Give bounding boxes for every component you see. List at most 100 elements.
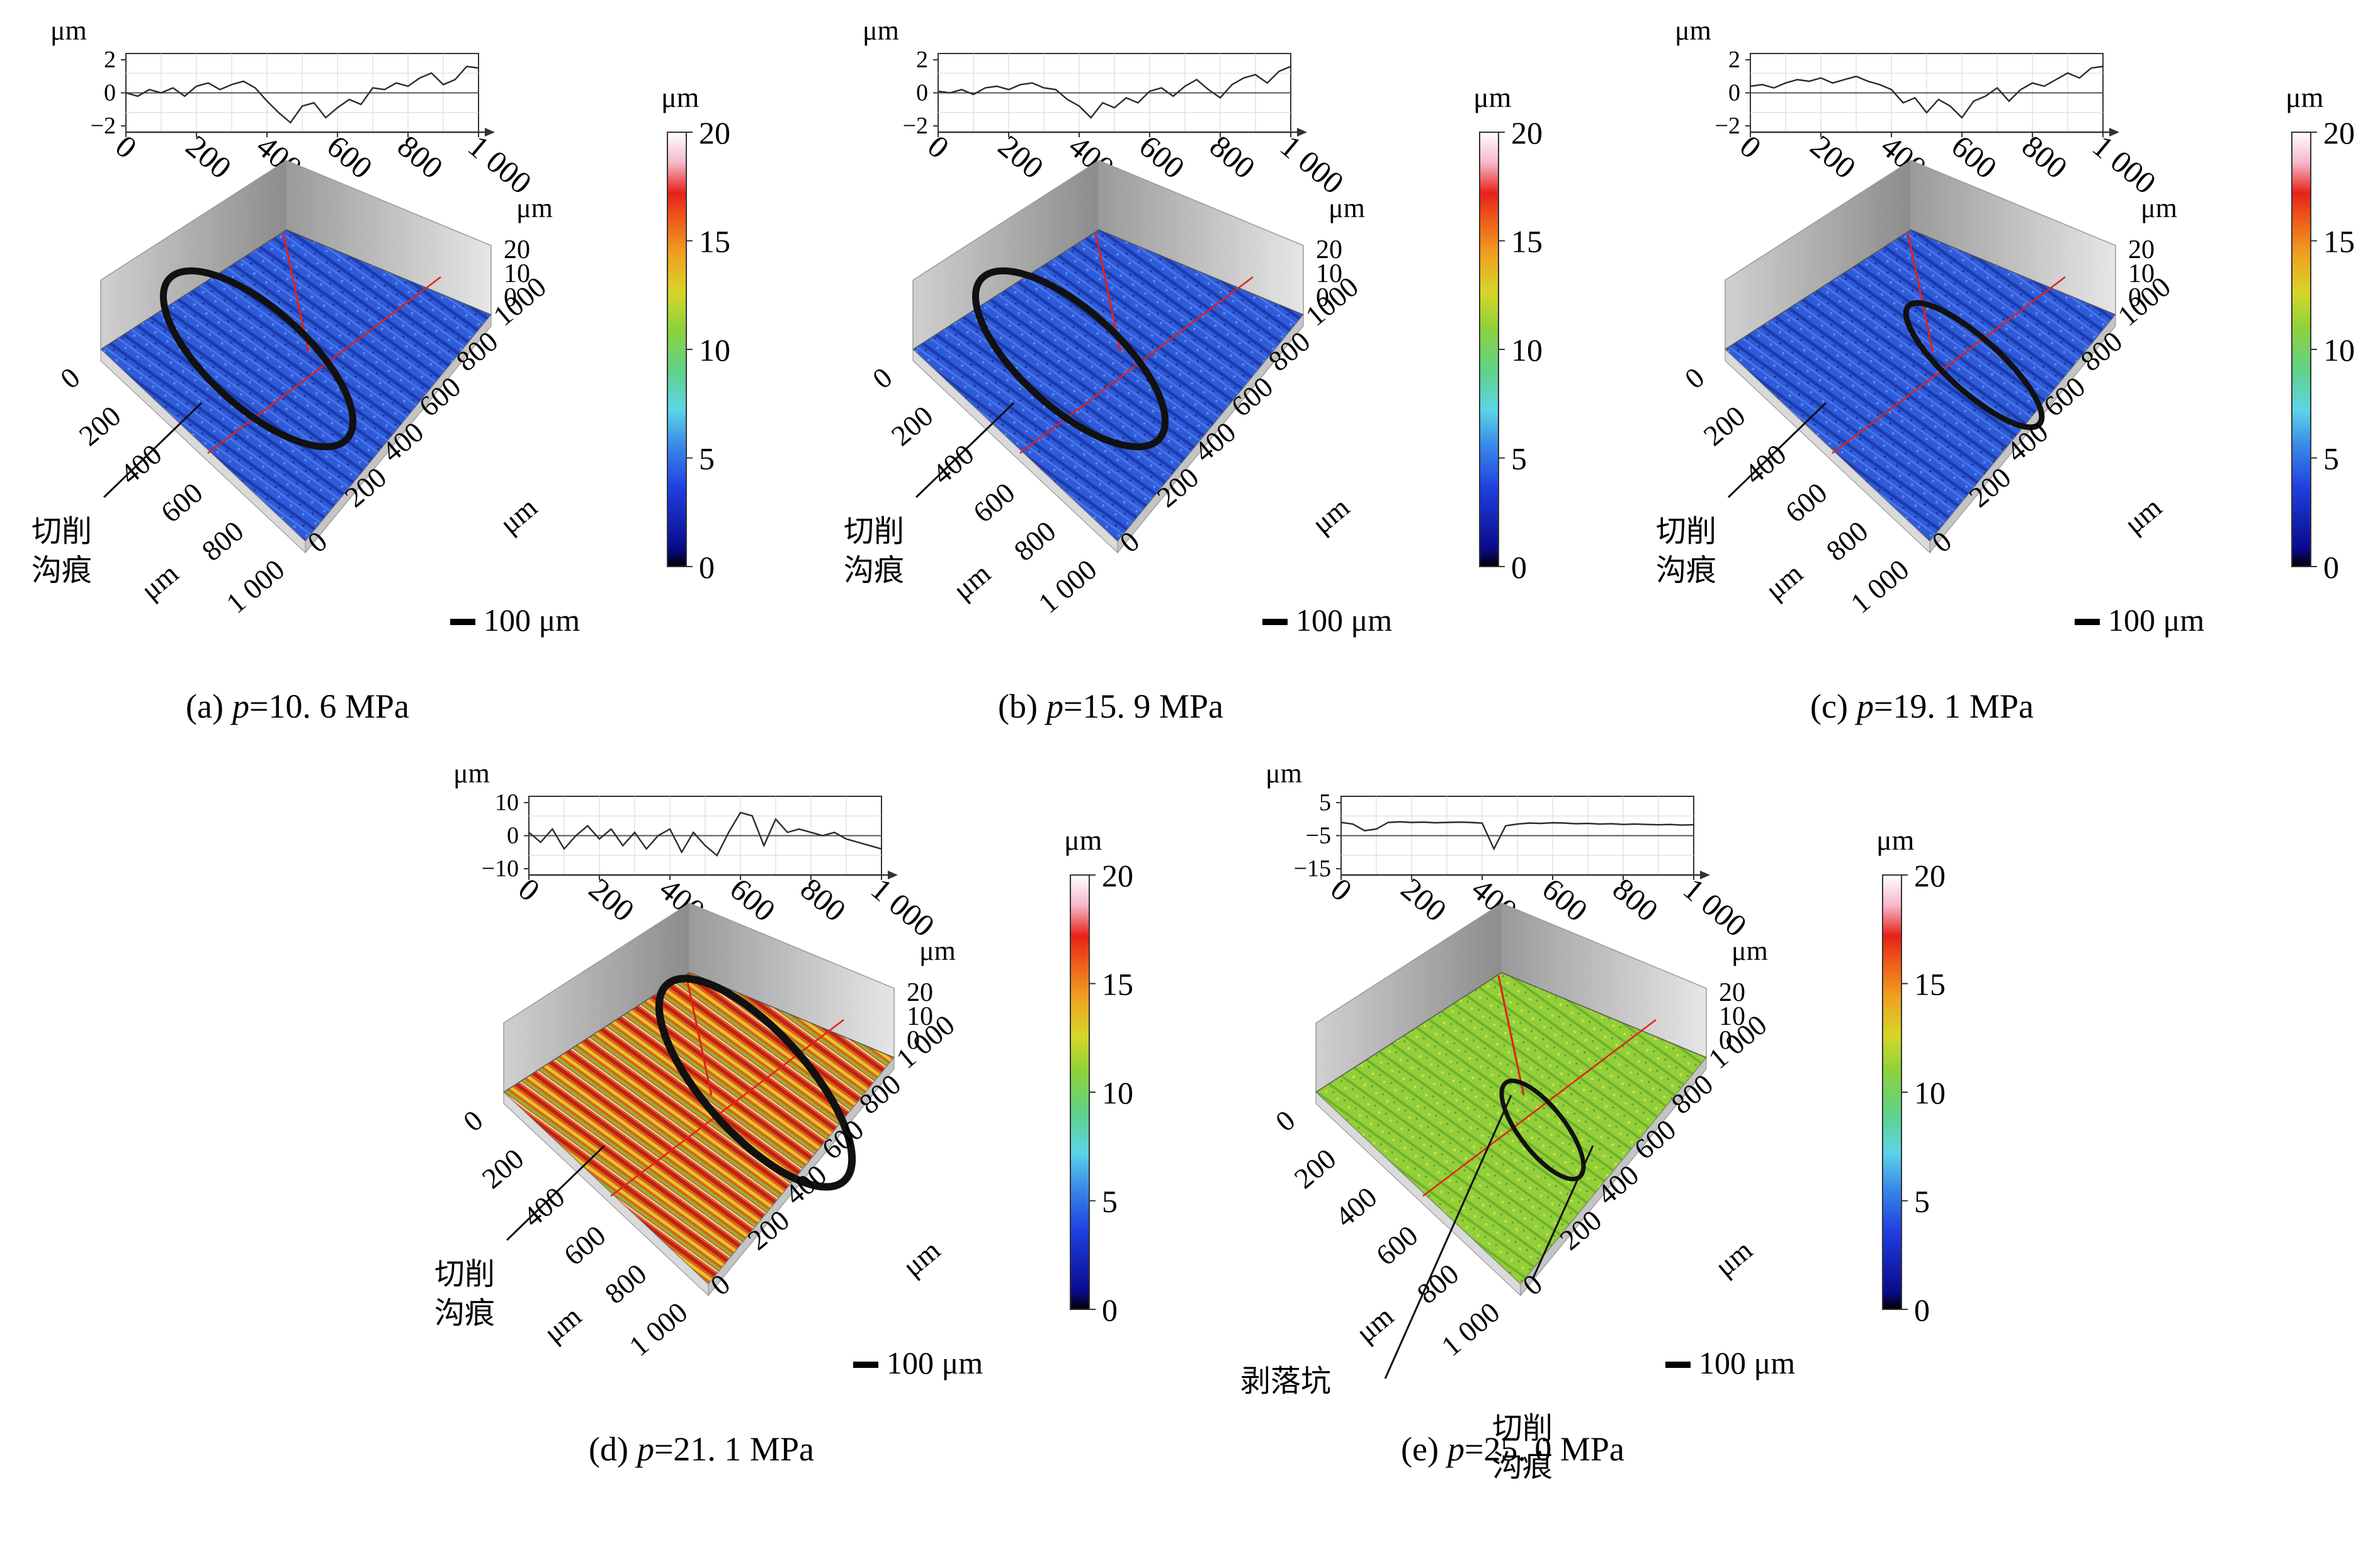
profile-y-unit: μm bbox=[1266, 758, 1302, 789]
profile-x-tick-label: 600 bbox=[1945, 128, 2003, 186]
left-axis-tick-label: 600 bbox=[967, 477, 1021, 529]
z-tick-label: 10 bbox=[2128, 259, 2155, 288]
left-axis-tick-label: 1 000 bbox=[1032, 553, 1102, 620]
section-line bbox=[1907, 232, 1934, 353]
left-axis-tick-label: 0 bbox=[54, 361, 86, 395]
profile-line bbox=[938, 65, 1291, 119]
colorbar-gradient bbox=[667, 132, 687, 567]
left-axis-tick-label: 400 bbox=[114, 438, 168, 490]
section-line bbox=[1832, 276, 2066, 454]
profile-x-tick-label: 800 bbox=[1203, 128, 1262, 186]
profile-y-tick-label: 0 bbox=[507, 823, 519, 849]
left-axis-unit: μm bbox=[538, 1300, 587, 1349]
left-axis-tick-label: 600 bbox=[1370, 1219, 1424, 1272]
profile-x-tick-label: 1 000 bbox=[1274, 128, 1351, 201]
left-axis-tick-label: 400 bbox=[517, 1181, 571, 1233]
profile-line bbox=[1750, 65, 2104, 119]
label-groove-line1: 切削 bbox=[1656, 514, 1716, 549]
z-axis-unit: μm bbox=[2141, 193, 2177, 223]
z-axis-unit: μm bbox=[1731, 935, 1768, 966]
left-axis-tick-label: 200 bbox=[73, 400, 127, 452]
section-line bbox=[685, 975, 713, 1096]
profile-y-unit: μm bbox=[50, 15, 87, 46]
caption-variable: p bbox=[1445, 1430, 1465, 1468]
z-tick-label: 0 bbox=[907, 1026, 920, 1055]
colorbar-tick-label: 15 bbox=[1914, 967, 1946, 1002]
label-groove-line1: 切削 bbox=[31, 514, 92, 549]
label-groove-line1: 切削 bbox=[434, 1256, 495, 1292]
profile-x-tick-label: 200 bbox=[1395, 871, 1453, 929]
caption-variable: p bbox=[1854, 687, 1874, 725]
scale-bar-line bbox=[1665, 1362, 1691, 1368]
colorbar-tick-label: 0 bbox=[699, 550, 715, 585]
colorbar-tick-label: 5 bbox=[699, 441, 715, 477]
leader-line bbox=[1532, 1145, 1594, 1279]
profile-x-tick-label: 200 bbox=[1804, 128, 1862, 186]
label-spall-pit: 剥落坑 bbox=[1240, 1363, 1331, 1399]
panel-caption: (e) p=25. 0 MPa bbox=[1401, 1430, 1624, 1468]
left-axis-tick-label: 0 bbox=[1269, 1104, 1301, 1138]
colorbar-tick-label: 20 bbox=[2323, 115, 2355, 150]
caption-variable: p bbox=[635, 1430, 654, 1468]
surface-front-rim-right bbox=[708, 1056, 895, 1297]
colorbar-unit: μm bbox=[1473, 81, 1512, 113]
profile-y-tick-label: 2 bbox=[1728, 47, 1740, 73]
left-axis-tick-label: 400 bbox=[926, 438, 980, 490]
colorbar-tick-label: 20 bbox=[699, 115, 730, 150]
colorbar-tick-label: 20 bbox=[1511, 115, 1543, 150]
caption-value: =15. 9 MPa bbox=[1063, 687, 1223, 725]
label-groove-line2: 沟痕 bbox=[434, 1295, 495, 1331]
scale-bar-label: 100 μm bbox=[1296, 602, 1392, 638]
profile-y-tick-label: 0 bbox=[104, 80, 116, 106]
profile-x-arrow bbox=[1297, 128, 1307, 137]
colorbar-tick-label: 5 bbox=[1914, 1184, 1930, 1219]
caption-label: (d) bbox=[589, 1430, 628, 1468]
right-axis-tick-label: 1000 bbox=[487, 270, 552, 332]
z-tick-label: 20 bbox=[1316, 235, 1342, 264]
colorbar-unit: μm bbox=[1064, 824, 1102, 856]
caption-variable: p bbox=[230, 687, 249, 725]
profile-x-tick-label: 600 bbox=[320, 128, 379, 186]
profile-y-tick-label: −2 bbox=[1715, 113, 1740, 139]
z-tick-label: 10 bbox=[907, 1002, 933, 1031]
colorbar-tick-label: 10 bbox=[699, 332, 730, 368]
leader-line bbox=[1727, 402, 1827, 499]
scale-bar-line bbox=[2075, 619, 2100, 625]
left-axis-tick-label: 800 bbox=[1820, 515, 1874, 567]
groove-ellipse bbox=[972, 267, 1169, 451]
caption-label: (a) bbox=[186, 687, 224, 725]
profile-y-tick-label: 2 bbox=[104, 47, 116, 73]
profile-y-tick-label: 0 bbox=[1728, 80, 1740, 106]
profile-x-tick-label: 1 000 bbox=[462, 128, 538, 201]
profile-line bbox=[125, 65, 479, 124]
scale-bar: 100 μm bbox=[2075, 602, 2204, 638]
left-axis-tick-label: 0 bbox=[866, 361, 898, 395]
left-axis-tick-label: 200 bbox=[1288, 1143, 1342, 1195]
profile-y-unit: μm bbox=[863, 15, 899, 46]
profile-x-tick-label: 1 000 bbox=[2086, 128, 2163, 201]
panel-caption: (b) p=15. 9 MPa bbox=[998, 687, 1223, 725]
z-axis-unit: μm bbox=[1329, 193, 1365, 223]
panel-caption: (d) p=21. 1 MPa bbox=[589, 1430, 814, 1468]
left-axis-tick-label: 600 bbox=[558, 1219, 612, 1272]
z-tick-label: 0 bbox=[1719, 1026, 1732, 1055]
colorbar-gradient bbox=[1070, 874, 1090, 1310]
right-axis-tick-label: 1000 bbox=[2112, 270, 2177, 332]
profile-x-arrow bbox=[1700, 871, 1710, 879]
colorbar-tick-label: 0 bbox=[2323, 550, 2339, 585]
caption-label: (c) bbox=[1810, 687, 1848, 725]
left-axis-tick-label: 200 bbox=[1697, 400, 1752, 452]
left-axis-tick-label: 200 bbox=[885, 400, 939, 452]
caption-label: (e) bbox=[1401, 1430, 1439, 1468]
groove-ellipse bbox=[1903, 300, 2045, 431]
z-tick-label: 20 bbox=[1719, 978, 1745, 1007]
right-axis-unit: μm bbox=[494, 491, 543, 540]
colorbar-gradient bbox=[1479, 132, 1499, 567]
